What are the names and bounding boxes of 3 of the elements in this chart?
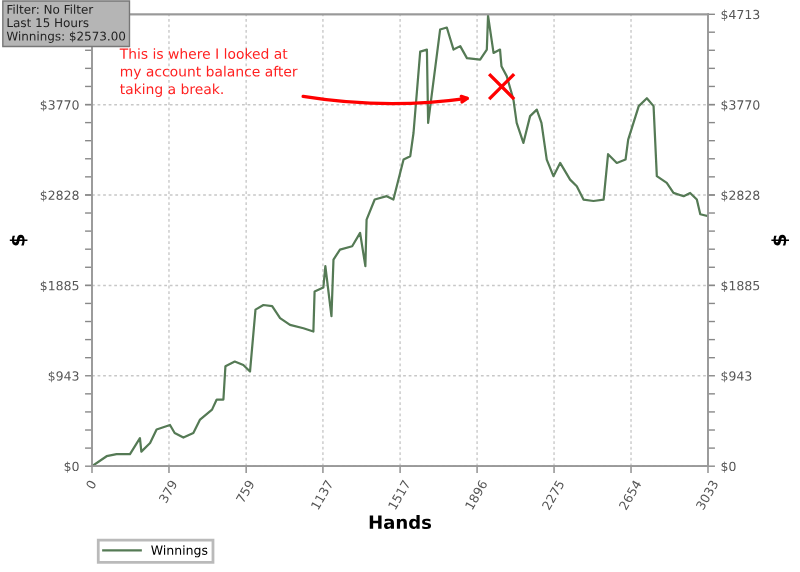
y2-axis-title: $: [771, 234, 790, 246]
y-axis-title: $: [9, 234, 28, 246]
x-axis-title: Hands: [369, 515, 432, 530]
